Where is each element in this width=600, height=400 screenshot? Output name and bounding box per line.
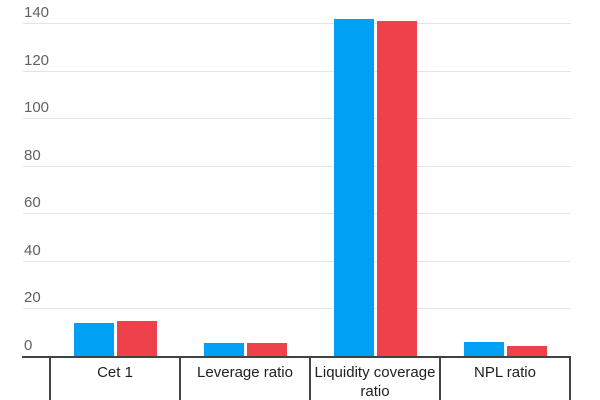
y-tick-label-0: 0 [24, 337, 33, 354]
bar-red-npl-ratio[interactable] [506, 346, 547, 356]
category-divider-1 [179, 356, 181, 400]
bar-red-cet-1[interactable] [116, 321, 157, 356]
gridline-140 [23, 23, 571, 25]
y-tick-label-40: 40 [24, 241, 41, 259]
y-tick-label-60: 60 [24, 194, 41, 212]
bar-blue-cet-1[interactable] [73, 322, 114, 356]
gridline-120 [23, 70, 571, 72]
y-tick-label-100: 100 [24, 99, 50, 117]
bar-red-liquidity-coverage-ratio[interactable] [376, 20, 417, 356]
gridline-100 [23, 118, 571, 120]
category-label-liquidity-coverage-ratio: Liquidity coverage ratio [314, 364, 436, 400]
y-tick-label-140: 140 [24, 4, 50, 22]
category-divider-4 [569, 356, 571, 400]
gridline-40 [23, 260, 571, 262]
category-divider-0 [49, 356, 51, 400]
y-tick-label-120: 120 [24, 51, 50, 69]
bar-blue-leverage-ratio[interactable] [203, 343, 244, 356]
category-divider-3 [439, 356, 441, 400]
gridline-20 [23, 308, 571, 310]
category-label-leverage-ratio: Leverage ratio [197, 364, 293, 381]
bar-red-leverage-ratio[interactable] [246, 342, 287, 356]
category-divider-2 [309, 356, 311, 400]
gridline-80 [23, 165, 571, 167]
x-axis-line [22, 355, 571, 358]
bar-blue-npl-ratio[interactable] [463, 341, 504, 356]
y-tick-label-20: 20 [24, 289, 41, 307]
bar-blue-liquidity-coverage-ratio[interactable] [333, 18, 374, 356]
gridline-60 [23, 213, 571, 215]
y-tick-label-80: 80 [24, 146, 41, 164]
category-label-cet-1: Cet 1 [97, 364, 133, 381]
category-label-npl-ratio: NPL ratio [474, 364, 536, 381]
